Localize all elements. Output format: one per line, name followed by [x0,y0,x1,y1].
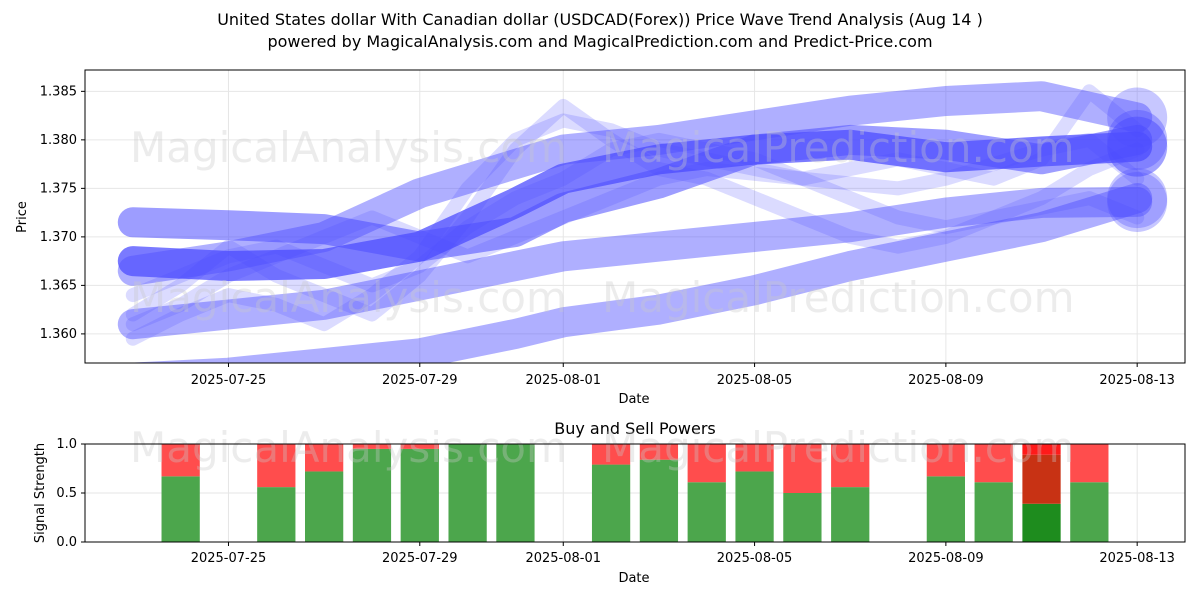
buy-bar [496,444,535,542]
price-wave-line [117,81,1153,286]
signal-ytick-label: 0.0 [56,535,77,550]
signal-ytick-label: 0.5 [56,486,77,501]
signal-xlabel: Date [618,571,649,586]
price-wave-endpoint [1107,109,1168,170]
buy-bar [448,444,487,542]
sell-bar-strong [1022,444,1061,455]
sell-bar [735,444,774,472]
price-ytick-label: 1.360 [40,327,77,342]
sell-bar [831,444,870,488]
price-xtick-label: 2025-08-01 [525,373,601,388]
watermark-text: MagicalAnalysis.com [130,123,567,172]
price-wave-endpoint [1107,171,1168,232]
sell-bar [161,444,200,477]
price-wave-endpoint [1107,87,1168,148]
price-wave-line [125,132,1145,332]
price-ytick-label: 1.380 [40,133,77,148]
bar-chart-title: Buy and Sell Powers [554,419,716,438]
signal-bars [161,444,1109,542]
buy-bar [400,448,439,542]
buy-bar [926,476,965,542]
price-wave-series [117,81,1168,363]
price-xtick-label: 2025-08-05 [717,373,793,388]
sell-bar [1070,444,1109,483]
buy-bar [1022,503,1061,542]
price-wave-line [125,132,1145,303]
price-wave-line [125,98,1145,322]
price-plot-frame [84,69,1186,364]
signal-ytick-label: 1.0 [56,437,77,452]
buy-bar [974,482,1013,542]
buy-bar [591,464,631,542]
buy-bar [257,487,296,542]
price-ytick-label: 1.370 [40,230,77,245]
sell-bar [400,444,439,449]
price-wave-line [129,183,1153,363]
signal-xtick-label: 2025-08-13 [1099,551,1175,566]
sell-bar [305,444,344,472]
sell-bar [352,444,392,449]
buy-bar [687,482,726,542]
signal-xtick-label: 2025-08-09 [908,551,984,566]
sell-bar [974,444,1013,483]
sell-bar [639,444,679,460]
sell-bar [687,444,726,483]
watermark-text: MagicalPrediction.com [602,123,1075,172]
chart-title-line2: powered by MagicalAnalysis.com and Magic… [267,32,933,51]
buy-bar [783,493,822,542]
signal-ylabel: Signal Strength [33,443,48,543]
watermark-text: MagicalPrediction.com [602,273,1075,322]
signal-axis-ticks: 0.0 0.5 1.0 2025-07-25 2025-07-29 2025-08-01 2… [56,437,1175,566]
buy-bar [831,487,870,542]
buy-bar [161,476,200,542]
buy-bar [352,448,392,542]
price-xtick-label: 2025-07-25 [191,373,267,388]
price-watermarks: MagicalAnalysis.com MagicalPrediction.com… [130,123,1075,322]
price-ylabel: Price [15,201,30,233]
buy-bar [735,471,774,542]
price-wave-line [117,124,1153,262]
price-xtick-label: 2025-08-13 [1099,373,1175,388]
price-axis-ticks: 1.360 1.365 1.370 1.375 1.380 1.385 2025-07-25… [40,84,1175,388]
sell-bar [926,444,965,477]
sell-bar [783,444,822,493]
sell-bar [591,444,631,465]
sell-bar [257,444,296,488]
signal-xtick-label: 2025-08-05 [717,551,793,566]
price-wave-line [125,84,1145,346]
price-xlabel: Date [618,392,649,407]
price-wave-endpoint [1107,168,1168,229]
sell-bar [1022,454,1061,504]
signal-xtick-label: 2025-07-29 [382,551,458,566]
chart-title-line1: United States dollar With Canadian dolla… [217,10,983,29]
buy-bar [1070,482,1109,542]
price-xtick-label: 2025-07-29 [382,373,458,388]
price-ytick-label: 1.375 [40,181,77,196]
watermark-text: MagicalPrediction.com [602,423,1075,472]
watermark-text: MagicalAnalysis.com [130,273,567,322]
watermark-text: MagicalAnalysis.com [130,423,567,472]
signal-xtick-label: 2025-07-25 [191,551,267,566]
signal-watermarks: MagicalAnalysis.com MagicalPrediction.com [130,423,1075,472]
price-xtick-label: 2025-08-09 [908,373,984,388]
price-ytick-label: 1.385 [40,84,77,99]
price-ytick-label: 1.365 [40,278,77,293]
signal-xtick-label: 2025-08-01 [525,551,601,566]
price-wave-line [117,186,1153,340]
buy-bar [639,459,679,542]
buy-bar [305,471,344,542]
